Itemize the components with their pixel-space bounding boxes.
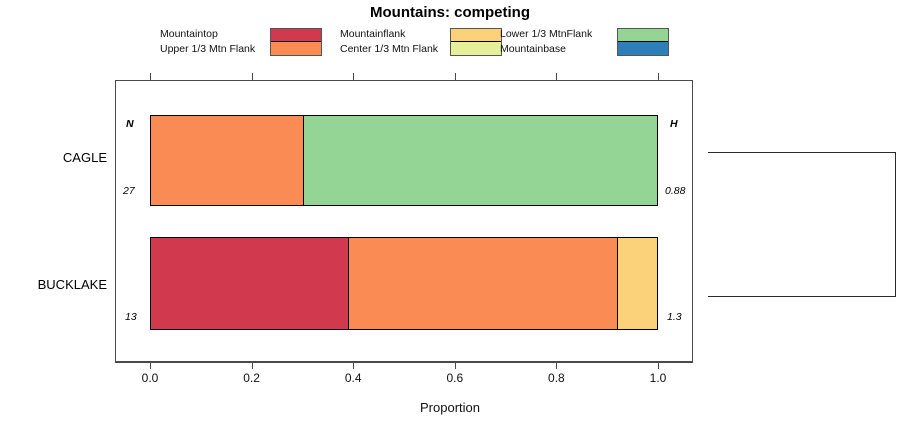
legend-column-3: Lower 1/3 MtnFlank Mountainbase — [500, 27, 669, 59]
y-axis-label-bucklake: BUCKLAKE — [37, 277, 107, 292]
x-axis-tick-label-0.4: 0.4 — [344, 371, 362, 385]
annotation-cagle-n-value: 27 — [123, 185, 135, 197]
x-axis-top-tick-0.6 — [454, 73, 456, 80]
x-axis-title: Proportion — [420, 400, 480, 415]
legend-column-1-labels: Mountaintop Upper 1/3 Mtn Flank — [160, 27, 270, 57]
legend-swatch-mountainflank — [451, 29, 501, 42]
x-axis-tick-label-1.0: 1.0 — [649, 371, 667, 385]
annotation-n-header: N — [126, 118, 134, 130]
annotation-bucklake-n-value: 13 — [125, 311, 137, 323]
x-axis-tick-label-0.6: 0.6 — [446, 371, 464, 385]
legend-item-label-center-third-mtn-flank: Center 1/3 Mtn Flank — [340, 43, 439, 55]
x-axis-top-tick-0.8 — [556, 73, 558, 80]
bar-segment-cagle-lower-third-mtn-flank[interactable] — [302, 116, 657, 205]
secondary-empty-panel — [708, 152, 896, 297]
x-axis-top-tick-1.0 — [658, 73, 659, 80]
bar-cagle[interactable] — [150, 115, 658, 206]
legend-item-label-mountainbase: Mountainbase — [500, 43, 566, 55]
bar-segment-bucklake-mountaintop[interactable] — [151, 238, 349, 329]
legend-item-label-mountainflank: Mountainflank — [340, 28, 406, 40]
x-axis-tick-0.0 — [150, 362, 151, 369]
x-axis-line — [115, 362, 693, 363]
bar-bucklake[interactable] — [150, 237, 658, 330]
bar-segment-bucklake-mountainflank[interactable] — [616, 238, 657, 329]
x-axis — [115, 362, 693, 363]
legend: Mountaintop Upper 1/3 Mtn Flank Mountain… — [160, 27, 680, 59]
x-axis-tick-0.4 — [353, 362, 355, 369]
x-axis-tick-label-0.2: 0.2 — [243, 371, 260, 385]
legend-column-3-swatches — [617, 28, 669, 56]
x-axis-top-tick-0.2 — [251, 73, 253, 80]
x-axis-tick-label-0.0: 0.0 — [141, 371, 159, 385]
y-axis-label-cagle: CAGLE — [62, 150, 107, 165]
x-axis-top-tick-0.0 — [150, 73, 151, 80]
legend-swatch-mountainbase — [618, 42, 668, 55]
legend-column-2: Mountainflank Center 1/3 Mtn Flank — [340, 27, 502, 59]
legend-swatch-mountaintop — [271, 29, 321, 42]
legend-swatch-center-third-mtn-flank — [451, 42, 501, 55]
bar-segment-cagle-upper-third-mtn-flank[interactable] — [151, 116, 303, 205]
legend-item-label-upper-third-mtn-flank: Upper 1/3 Mtn Flank — [160, 43, 256, 55]
x-axis-tick-0.6 — [454, 362, 456, 369]
bar-segment-bucklake-upper-third-mtn-flank[interactable] — [348, 238, 617, 329]
chart-title: Mountains: competing — [370, 4, 530, 21]
legend-item-label-mountaintop: Mountaintop — [160, 28, 218, 40]
annotation-cagle-h-value: 0.88 — [665, 185, 686, 197]
annotation-h-header: H — [670, 118, 678, 130]
x-axis-top-tick-0.4 — [353, 73, 355, 80]
legend-swatch-upper-third-mtn-flank — [271, 42, 321, 55]
legend-swatch-lower-third-mtn-flank — [618, 29, 668, 42]
x-axis-tick-label-0.8: 0.8 — [548, 371, 565, 385]
legend-column-2-labels: Mountainflank Center 1/3 Mtn Flank — [340, 27, 450, 57]
annotation-bucklake-h-value: 1.3 — [667, 311, 682, 323]
legend-item-label-lower-third-mtn-flank: Lower 1/3 MtnFlank — [500, 28, 593, 40]
legend-column-1-swatches — [270, 28, 322, 56]
legend-column-1: Mountaintop Upper 1/3 Mtn Flank — [160, 27, 322, 59]
x-axis-tick-0.8 — [556, 362, 558, 369]
x-axis-tick-1.0 — [658, 362, 659, 369]
legend-column-3-labels: Lower 1/3 MtnFlank Mountainbase — [500, 27, 610, 57]
legend-column-2-swatches — [450, 28, 502, 56]
x-axis-tick-0.2 — [251, 362, 253, 369]
